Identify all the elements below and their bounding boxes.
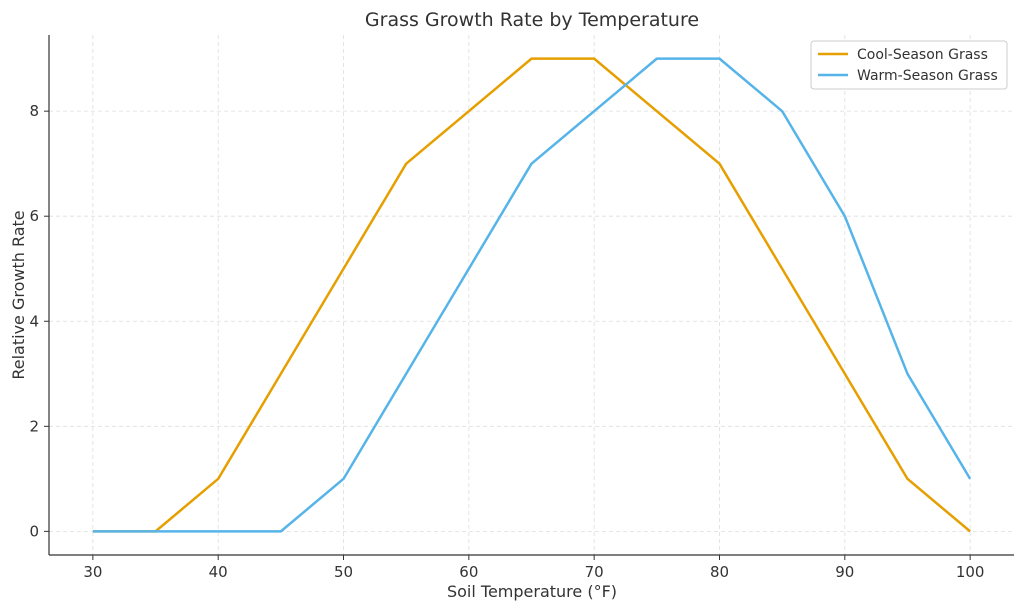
x-tick-label: 70 bbox=[585, 563, 604, 581]
legend: Cool-Season Grass Warm-Season Grass bbox=[810, 40, 1008, 90]
x-tick-label: 30 bbox=[83, 563, 102, 581]
series-line-cool-season bbox=[92, 57, 971, 533]
y-tick-label: 0 bbox=[29, 522, 39, 540]
legend-label-warm: Warm-Season Grass bbox=[857, 68, 998, 84]
series-line-warm-season bbox=[92, 57, 972, 533]
y-tick-label: 6 bbox=[29, 207, 39, 225]
x-tick-label: 80 bbox=[710, 563, 729, 581]
y-axis-label: Relative Growth Rate bbox=[9, 210, 28, 379]
grid bbox=[49, 35, 1014, 555]
x-axis-label: Soil Temperature (°F) bbox=[447, 582, 617, 601]
x-tick-label: 100 bbox=[956, 563, 985, 581]
legend-label-cool: Cool-Season Grass bbox=[857, 47, 988, 63]
x-tick-label: 60 bbox=[459, 563, 478, 581]
y-tick-label: 2 bbox=[29, 417, 39, 435]
y-tick-label: 8 bbox=[29, 102, 39, 120]
y-tick-label: 4 bbox=[29, 312, 39, 330]
y-ticks: 0 2 4 6 8 bbox=[29, 102, 49, 540]
legend-box bbox=[810, 40, 1008, 90]
x-tick-label: 50 bbox=[334, 563, 353, 581]
x-tick-label: 40 bbox=[209, 563, 228, 581]
series-lines bbox=[92, 57, 972, 533]
x-ticks: 30 40 50 60 70 80 90 100 bbox=[83, 555, 984, 581]
x-tick-label: 90 bbox=[835, 563, 854, 581]
chart-title: Grass Growth Rate by Temperature bbox=[365, 9, 699, 31]
